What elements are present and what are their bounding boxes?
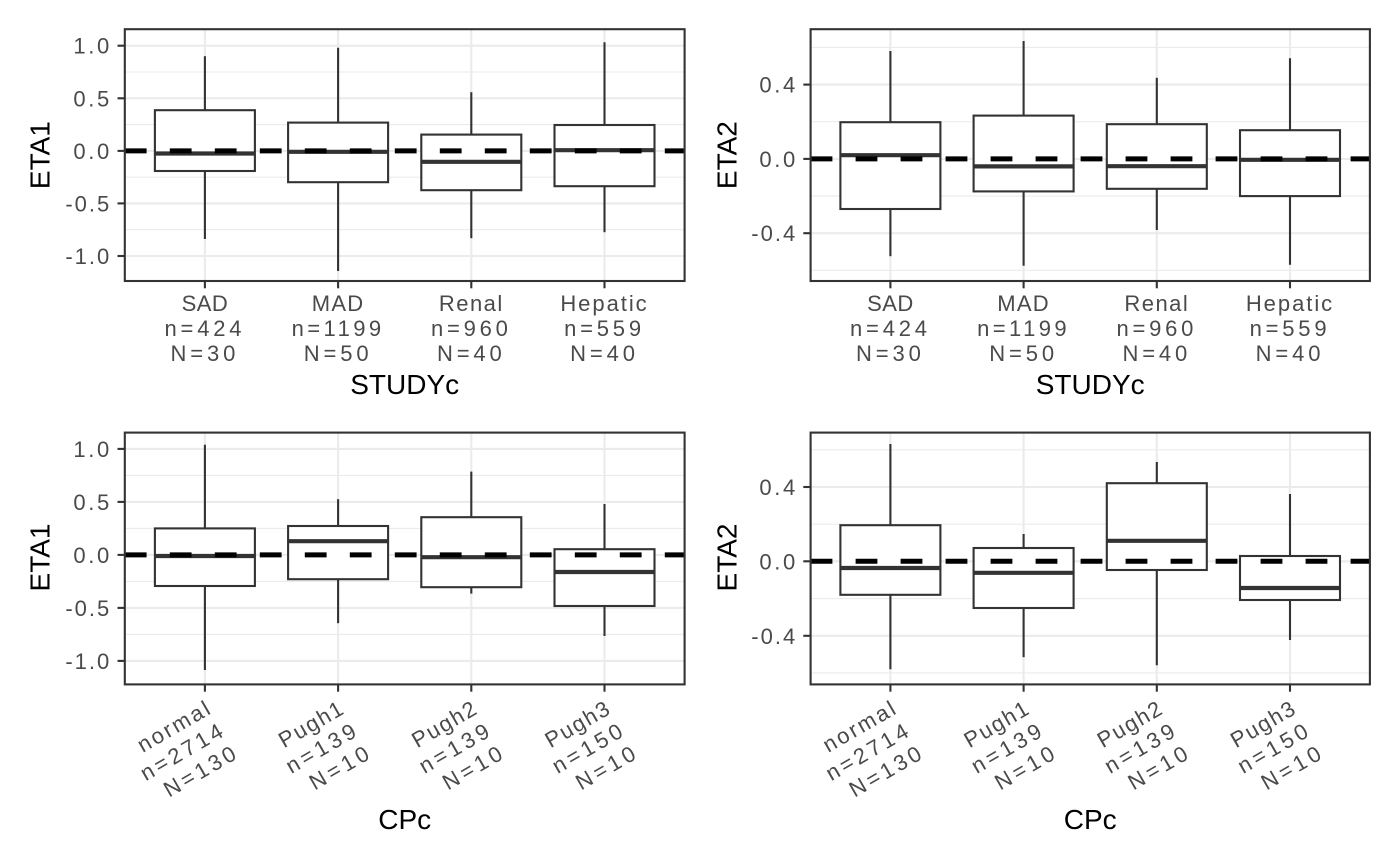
svg-text:ETA2: ETA2 bbox=[711, 121, 742, 189]
svg-text:1.0: 1.0 bbox=[73, 34, 112, 59]
svg-text:CPc: CPc bbox=[1064, 804, 1117, 835]
svg-text:Hepatic: Hepatic bbox=[560, 291, 648, 316]
svg-text:N=50: N=50 bbox=[304, 341, 373, 366]
svg-text:-0.4: -0.4 bbox=[751, 624, 797, 649]
svg-text:1.0: 1.0 bbox=[73, 437, 112, 462]
svg-text:N=40: N=40 bbox=[1122, 341, 1191, 366]
svg-text:n=960: n=960 bbox=[431, 316, 512, 341]
svg-text:SAD: SAD bbox=[867, 291, 914, 316]
svg-text:SAD: SAD bbox=[182, 291, 229, 316]
svg-text:STUDYc: STUDYc bbox=[1036, 369, 1145, 400]
svg-text:ETA1: ETA1 bbox=[24, 524, 55, 592]
svg-text:N=50: N=50 bbox=[989, 341, 1058, 366]
svg-text:-1.0: -1.0 bbox=[65, 244, 111, 269]
svg-text:0.0: 0.0 bbox=[759, 147, 798, 172]
svg-text:ETA2: ETA2 bbox=[711, 524, 742, 592]
svg-text:0.0: 0.0 bbox=[73, 543, 112, 568]
svg-text:N=40: N=40 bbox=[1256, 341, 1325, 366]
svg-text:n=424: n=424 bbox=[850, 316, 931, 341]
svg-text:STUDYc: STUDYc bbox=[350, 369, 459, 400]
svg-text:n=960: n=960 bbox=[1116, 316, 1197, 341]
svg-text:0.4: 0.4 bbox=[759, 73, 798, 98]
svg-text:n=424: n=424 bbox=[165, 316, 246, 341]
svg-text:n=1199: n=1199 bbox=[292, 316, 385, 341]
svg-text:N=30: N=30 bbox=[171, 341, 240, 366]
svg-text:n=559: n=559 bbox=[1250, 316, 1331, 341]
svg-text:0.4: 0.4 bbox=[759, 475, 798, 500]
svg-text:-1.0: -1.0 bbox=[65, 649, 111, 674]
svg-text:n=559: n=559 bbox=[564, 316, 645, 341]
svg-text:0.0: 0.0 bbox=[759, 549, 798, 574]
svg-text:MAD: MAD bbox=[997, 291, 1050, 316]
svg-text:0.5: 0.5 bbox=[73, 86, 112, 111]
svg-text:Renal: Renal bbox=[1124, 291, 1189, 316]
svg-text:CPc: CPc bbox=[378, 804, 431, 835]
svg-text:n=1199: n=1199 bbox=[977, 316, 1070, 341]
svg-text:-0.5: -0.5 bbox=[65, 596, 111, 621]
svg-text:ETA1: ETA1 bbox=[24, 121, 55, 189]
svg-text:N=30: N=30 bbox=[856, 341, 925, 366]
svg-text:MAD: MAD bbox=[312, 291, 365, 316]
svg-text:0.0: 0.0 bbox=[73, 139, 112, 164]
svg-text:-0.5: -0.5 bbox=[65, 191, 111, 216]
svg-text:N=40: N=40 bbox=[570, 341, 639, 366]
svg-text:0.5: 0.5 bbox=[73, 490, 112, 515]
svg-text:-0.4: -0.4 bbox=[751, 221, 797, 246]
svg-text:Renal: Renal bbox=[439, 291, 504, 316]
svg-text:Hepatic: Hepatic bbox=[1246, 291, 1334, 316]
svg-text:N=40: N=40 bbox=[437, 341, 506, 366]
